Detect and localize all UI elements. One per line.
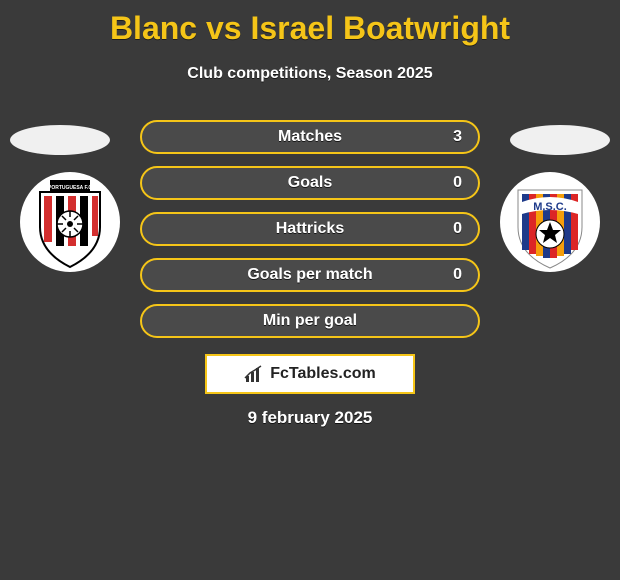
stat-right-value: 0 bbox=[453, 266, 462, 284]
brand-text: FcTables.com bbox=[270, 365, 376, 383]
stat-label: Matches bbox=[142, 128, 478, 146]
stat-label: Min per goal bbox=[142, 312, 478, 330]
brand-link[interactable]: FcTables.com bbox=[205, 354, 415, 394]
stat-row-goals-per-match: Goals per match 0 bbox=[140, 258, 480, 292]
team-logo-right: M.S.C. bbox=[500, 172, 600, 272]
stats-container: Matches 3 Goals 0 Hattricks 0 Goals per … bbox=[140, 120, 480, 350]
bar-chart-icon bbox=[244, 364, 264, 384]
subtitle: Club competitions, Season 2025 bbox=[0, 65, 620, 83]
stat-right-value: 0 bbox=[453, 174, 462, 192]
svg-text:PORTUGUESA F.C: PORTUGUESA F.C bbox=[48, 185, 92, 191]
stat-row-hattricks: Hattricks 0 bbox=[140, 212, 480, 246]
svg-text:M.S.C.: M.S.C. bbox=[533, 201, 567, 213]
stat-right-value: 3 bbox=[453, 128, 462, 146]
stat-row-goals: Goals 0 bbox=[140, 166, 480, 200]
stat-row-matches: Matches 3 bbox=[140, 120, 480, 154]
stat-label: Goals per match bbox=[142, 266, 478, 284]
portuguesa-shield-icon: PORTUGUESA F.C bbox=[20, 172, 120, 272]
team-logo-left: PORTUGUESA F.C bbox=[20, 172, 120, 272]
date-text: 9 february 2025 bbox=[0, 408, 620, 428]
stat-label: Goals bbox=[142, 174, 478, 192]
stat-label: Hattricks bbox=[142, 220, 478, 238]
player-marker-right bbox=[510, 125, 610, 155]
msc-shield-icon: M.S.C. bbox=[500, 172, 600, 272]
player-marker-left bbox=[10, 125, 110, 155]
stat-right-value: 0 bbox=[453, 220, 462, 238]
stat-row-min-per-goal: Min per goal bbox=[140, 304, 480, 338]
page-title: Blanc vs Israel Boatwright bbox=[0, 0, 620, 47]
